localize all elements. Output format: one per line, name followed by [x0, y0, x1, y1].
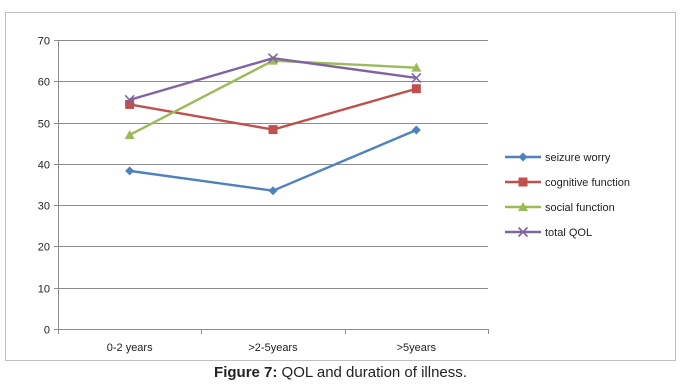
data-point-cognitive-function	[268, 125, 278, 135]
legend-label: total QOL	[545, 227, 592, 239]
x-tick-label: 0-2 years	[107, 342, 153, 354]
legend-label: seizure worry	[545, 152, 611, 164]
legend-marker	[518, 177, 528, 187]
series-layer	[124, 53, 422, 196]
caption-text: QOL and duration of illness.	[277, 364, 467, 381]
data-point-seizure-worry	[125, 166, 135, 176]
data-point-cognitive-function	[411, 84, 421, 94]
data-point-social-function	[124, 129, 135, 139]
x-tick-label: >5years	[397, 342, 437, 354]
y-tick-label: 20	[38, 242, 50, 254]
legend-marker	[518, 202, 528, 211]
legend-marker	[518, 152, 528, 162]
series-total-qol	[124, 53, 422, 105]
y-tick-label: 0	[44, 325, 50, 337]
axes: 0 10 20 30 40 50 60 70 0-2 years >2-5years >5years	[38, 36, 489, 354]
y-tick-label: 70	[38, 36, 50, 48]
y-tick-label: 10	[38, 284, 50, 296]
series-cognitive-function	[125, 84, 421, 135]
data-point-seizure-worry	[411, 125, 421, 135]
data-point-seizure-worry	[268, 186, 278, 196]
legend: seizure worry cognitive function social fu…	[505, 152, 630, 239]
series-line-seizure-worry	[129, 128, 417, 192]
legend-item-social-function: social function	[505, 202, 615, 214]
y-tick-label: 40	[38, 160, 50, 172]
legend-item-seizure-worry: seizure worry	[505, 152, 611, 164]
line-chart: 0 10 20 30 40 50 60 70 0-2 years >2-5years >5years…	[5, 12, 676, 361]
chart-border	[5, 12, 676, 361]
legend-item-total-qol: total QOL	[505, 226, 592, 239]
data-point-total-qol	[267, 53, 279, 64]
legend-label: cognitive function	[545, 177, 630, 189]
data-point-cognitive-function	[125, 99, 135, 109]
data-point-total-qol	[124, 94, 135, 105]
x-tick-label: >2-5years	[248, 342, 298, 354]
legend-marker	[517, 226, 529, 238]
y-tick-label: 30	[38, 201, 50, 213]
gridlines	[58, 40, 488, 289]
series-seizure-worry	[125, 125, 421, 196]
caption-label: Figure 7:	[214, 364, 278, 381]
data-point-total-qol	[411, 72, 422, 84]
series-social-function	[124, 55, 422, 139]
legend-item-cognitive-function: cognitive function	[505, 177, 630, 189]
y-tick-label: 50	[38, 119, 50, 131]
data-point-social-function	[411, 62, 422, 72]
y-tick-label: 60	[38, 77, 50, 89]
figure-caption: Figure 7: QOL and duration of illness.	[0, 364, 681, 381]
legend-label: social function	[545, 202, 615, 214]
data-point-social-function	[268, 55, 278, 65]
